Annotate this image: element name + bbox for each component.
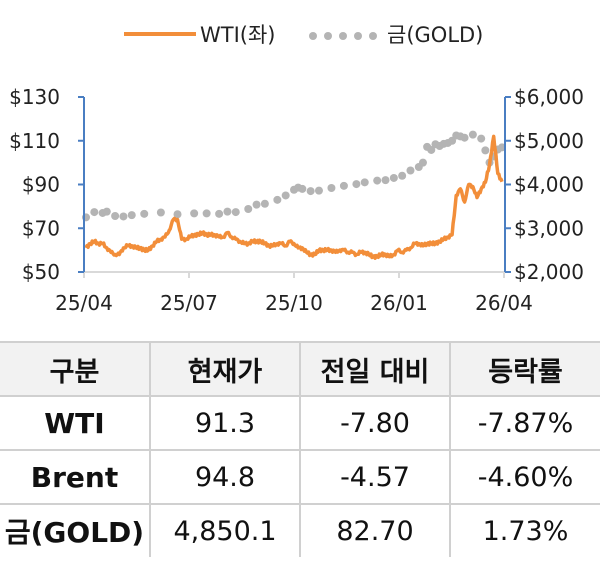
table-row: 금(GOLD) 4,850.1 82.70 1.73% [0,503,600,557]
row-name: WTI [0,395,151,451]
left-axis-tick-label: $90 [22,173,60,197]
right-axis-tick-label: $2,000 [514,260,584,284]
right-axis-tick-label: $4,000 [514,173,584,197]
price-table: 구분 현재가 전일 대비 등락률 WTI 91.3 -7.80 -7.87% B… [0,341,600,557]
row-change: -7.80 [299,395,451,451]
row-change: 82.70 [299,503,451,557]
row-change: -4.57 [299,449,451,505]
wti-line-swatch-icon [124,32,196,36]
chart-legend: WTI(좌) 금(GOLD) [0,18,600,52]
right-axis-labels: $6,000 $5,000 $4,000 $3,000 $2,000 [514,85,584,284]
row-price: 94.8 [149,449,301,505]
table-row: WTI 91.3 -7.80 -7.87% [0,395,600,451]
row-name: 금(GOLD) [0,503,151,557]
legend-gold: 금(GOLD) [305,18,483,53]
y-axis-tick-marks [78,96,511,273]
header-category: 구분 [0,341,151,397]
header-rate: 등락률 [449,341,600,397]
x-axis-tick-label: 26/01 [370,291,428,315]
right-axis-tick-label: $5,000 [514,129,584,153]
header-price: 현재가 [149,341,301,397]
left-axis-tick-label: $70 [22,216,60,240]
x-axis-tick-label: 25/07 [160,291,218,315]
x-axis-tick-label: 26/04 [475,291,533,315]
table-row: Brent 94.8 -4.57 -4.60% [0,449,600,505]
legend-wti: WTI(좌) [124,18,276,52]
legend-wti-label: WTI(좌) [200,23,276,47]
legend-gold-label: 금(GOLD) [387,23,484,47]
wti-series [84,134,504,260]
row-price: 4,850.1 [149,503,301,557]
row-rate: 1.73% [449,503,600,557]
gold-series [82,130,506,222]
row-rate: -4.60% [449,449,600,505]
price-chart: $130 $110 $90 $70 $50 $6,000 $5,000 $4,000 $3,0… [9,85,584,315]
right-axis-tick-label: $3,000 [514,216,584,240]
gold-dots-swatch-icon [305,17,381,51]
x-axis-tick-label: 25/10 [265,291,323,315]
x-axis-labels: 25/04 25/07 25/10 26/01 26/04 [55,291,533,315]
right-axis-tick-label: $6,000 [514,85,584,109]
row-price: 91.3 [149,395,301,451]
left-axis-tick-label: $50 [22,260,60,284]
header-change: 전일 대비 [299,341,451,397]
left-axis-labels: $130 $110 $90 $70 $50 [9,85,60,284]
row-name: Brent [0,449,151,505]
x-axis-tick-label: 25/04 [55,291,113,315]
left-axis-tick-label: $130 [9,85,60,109]
table-header-row: 구분 현재가 전일 대비 등락률 [0,341,600,397]
row-rate: -7.87% [449,395,600,451]
left-axis-tick-label: $110 [9,129,60,153]
